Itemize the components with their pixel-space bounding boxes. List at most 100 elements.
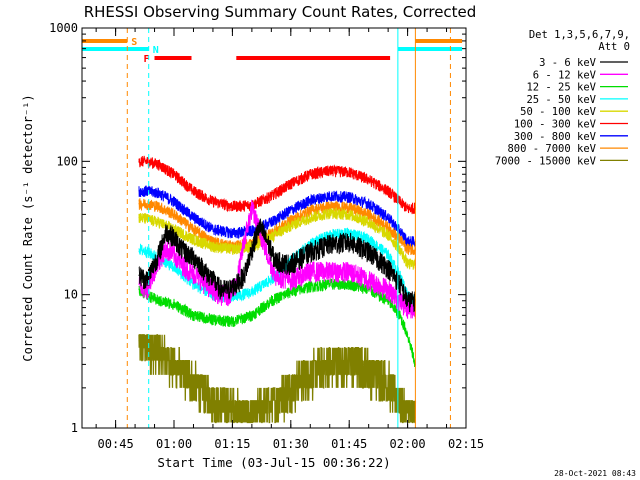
data-point [290, 219, 292, 222]
data-point [309, 372, 311, 374]
legend-label: 7000 - 15000 keV [495, 155, 597, 167]
data-point [387, 253, 389, 256]
series-4 [138, 207, 416, 270]
chart-title: RHESSI Observing Summary Count Rates, Co… [84, 3, 477, 21]
legend-header: Att 0 [598, 41, 630, 53]
data-point [348, 283, 350, 285]
data-point [173, 253, 175, 256]
data-point [173, 213, 175, 215]
x-tick-label: 01:00 [156, 437, 192, 451]
data-point [196, 260, 198, 262]
data-point [243, 241, 245, 243]
data-point [165, 248, 167, 250]
data-point [329, 195, 331, 197]
data-point [231, 320, 233, 322]
y-axis-label: Corrected Count Rate (s⁻¹ detector⁻¹) [21, 94, 35, 361]
data-point [212, 278, 214, 281]
data-point [290, 263, 292, 265]
data-point [157, 221, 159, 223]
data-point [157, 192, 159, 194]
y-tick-label: 1000 [49, 21, 78, 35]
data-point [251, 207, 253, 209]
data-point [243, 274, 245, 276]
flag-bar-S [415, 39, 463, 43]
data-point [251, 412, 253, 414]
data-point [138, 288, 140, 290]
x-tick-label: 01:30 [273, 437, 309, 451]
x-tick-label: 02:15 [448, 437, 484, 451]
legend-label: 3 - 6 keV [539, 57, 597, 69]
data-point [387, 288, 389, 290]
data-point [399, 283, 401, 285]
data-point [189, 253, 191, 256]
data-point [157, 300, 159, 302]
data-point [348, 241, 350, 243]
data-point [368, 238, 370, 240]
data-point [266, 253, 268, 256]
data-point [220, 288, 222, 290]
data-point [181, 263, 183, 265]
data-point [348, 360, 350, 362]
data-point [138, 190, 140, 192]
data-point [212, 288, 214, 290]
flag-label-N: N [153, 45, 159, 56]
flag-bar-N [397, 47, 463, 51]
data-point [231, 407, 233, 410]
data-point [251, 314, 253, 316]
data-point [348, 196, 350, 198]
data-point [368, 213, 370, 215]
data-point [231, 205, 233, 207]
data-point [138, 274, 140, 276]
data-point [290, 209, 292, 211]
data-point [387, 381, 389, 383]
data-point [290, 291, 292, 293]
data-point [189, 270, 191, 272]
data-point [192, 381, 195, 383]
data-point [309, 209, 311, 211]
data-point [146, 190, 148, 192]
data-point [348, 232, 350, 234]
flag-bar-N [82, 47, 149, 51]
series-line-6 [138, 185, 416, 248]
series-line-0 [138, 218, 416, 313]
data-point [196, 274, 198, 276]
data-point [270, 221, 272, 223]
data-point [138, 248, 140, 250]
legend-label: 300 - 800 keV [514, 131, 597, 143]
marker-layer [126, 28, 451, 428]
data-point [399, 200, 401, 203]
axis-layer: 00:45 01:00 01:15 01:30 01:45 02:00 02:15 1 10 10… [49, 21, 484, 451]
data-point [259, 224, 261, 227]
data-point [212, 319, 214, 321]
x-tick-label: 01:15 [214, 437, 250, 451]
timestamp: 28-Oct-2021 08:43 [554, 469, 636, 478]
data-point [368, 221, 370, 223]
flag-label-F: F [144, 54, 150, 65]
data-point [138, 203, 140, 205]
plot-frame [81, 27, 467, 429]
series-8 [138, 334, 417, 424]
flag-layer: S NF [82, 37, 463, 65]
data-point [212, 200, 214, 203]
data-point [290, 183, 292, 185]
data-point [212, 228, 214, 230]
data-point [407, 208, 409, 210]
data-point [399, 314, 401, 316]
data-point [329, 170, 331, 172]
data-point [290, 224, 292, 227]
data-point [399, 248, 401, 250]
data-point [270, 300, 272, 302]
data-point [407, 307, 409, 309]
data-point [157, 163, 159, 165]
x-axis-label: Start Time (03-Jul-15 00:36:22) [157, 455, 390, 470]
data-point [290, 278, 292, 281]
x-tick-label: 00:45 [98, 437, 134, 451]
data-point [251, 248, 253, 250]
y-tick-label: 100 [56, 154, 78, 168]
data-point [387, 226, 389, 228]
data-point [368, 251, 370, 253]
data-point [192, 216, 195, 218]
data-point [309, 251, 311, 253]
data-point [290, 387, 292, 389]
